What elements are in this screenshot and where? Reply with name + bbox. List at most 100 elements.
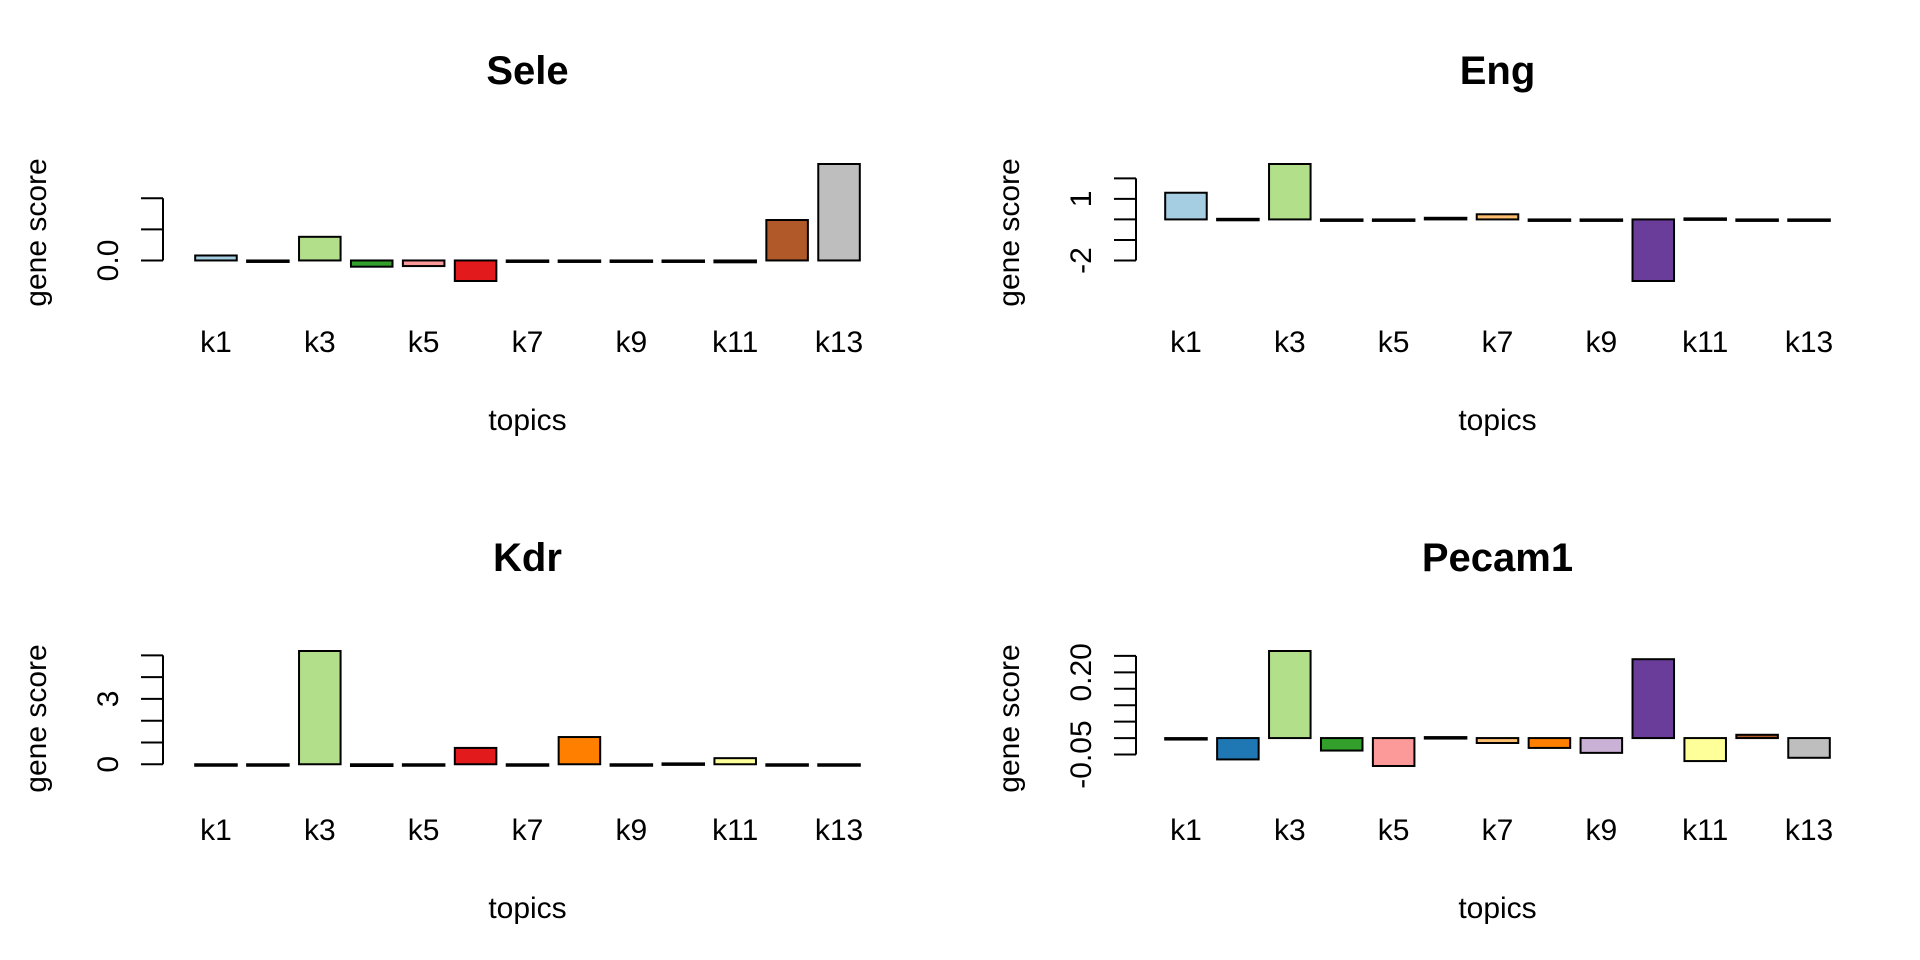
- y-axis-label: gene score: [20, 644, 53, 792]
- panel-kdr: Kdr gene score topics 0 3 k1 k3 k5 k7 k9 k11 k13: [20, 536, 863, 925]
- y-tick-label: 1: [1065, 191, 1098, 208]
- x-axis-label: topics: [488, 892, 566, 925]
- x-tick-label: k7: [1482, 814, 1514, 847]
- panel-eng: Eng gene score topics -2 1 k1 k3 k5 k7 k9 k11 k13: [993, 49, 1833, 437]
- x-axis-label: topics: [1458, 404, 1536, 437]
- bar-k8: [557, 736, 602, 766]
- x-tick-label: k13: [1785, 326, 1833, 359]
- x-tick-label: k1: [200, 326, 232, 359]
- x-tick-label: k5: [408, 326, 440, 359]
- bar-k6: [1423, 216, 1468, 221]
- bar-k2: [1216, 737, 1260, 761]
- bar-k7: [505, 763, 550, 767]
- bar-k13: [817, 763, 861, 767]
- bar-k13: [1787, 218, 1831, 222]
- bar-k7: [1475, 213, 1520, 221]
- x-tick-label: k11: [712, 326, 758, 359]
- x-tick-label: k11: [712, 814, 758, 847]
- bar-k12: [765, 763, 809, 767]
- bar-k6: [453, 259, 498, 283]
- x-axis-label: topics: [488, 404, 566, 437]
- bar-k10: [661, 259, 706, 263]
- y-tick-label: 3: [92, 691, 125, 708]
- bar-k8: [1527, 737, 1572, 749]
- bar-k10: [661, 762, 706, 766]
- bar-k8: [1527, 218, 1572, 222]
- bar-k5: [1371, 218, 1416, 222]
- bar-k3: [1268, 650, 1312, 740]
- bar-k11: [713, 757, 757, 766]
- bar-k5: [1371, 737, 1416, 767]
- bar-k1: [1164, 737, 1208, 741]
- bar-k9: [609, 763, 654, 767]
- chart-title: Eng: [1460, 49, 1536, 93]
- bar-k1: [194, 763, 238, 767]
- bar-k7: [505, 259, 550, 263]
- panel-pecam1: Pecam1 gene score topics -0.05 0.20 k1 k3 k5 k7 k…: [993, 536, 1833, 925]
- bar-k8: [557, 259, 602, 263]
- bar-k6: [453, 746, 498, 766]
- x-tick-label: k13: [815, 814, 863, 847]
- bar-k9: [1579, 737, 1624, 754]
- x-tick-label: k3: [304, 326, 336, 359]
- x-tick-label: k9: [616, 814, 648, 847]
- bar-k13: [1787, 737, 1831, 759]
- bar-k5: [401, 763, 446, 767]
- bar-k3: [298, 235, 342, 262]
- y-tick-label: 0: [92, 756, 125, 773]
- x-tick-label: k3: [1274, 814, 1306, 847]
- bar-k3: [298, 650, 342, 766]
- bar-k2: [1216, 217, 1260, 222]
- chart-title: Pecam1: [1422, 536, 1573, 580]
- y-tick-label: 0.0: [92, 240, 125, 282]
- bar-k7: [1475, 737, 1520, 744]
- bar-k4: [1319, 218, 1364, 222]
- bar-k12: [1735, 218, 1779, 222]
- chart-title: Kdr: [493, 536, 562, 580]
- bar-k13: [817, 163, 861, 262]
- bar-k10: [1631, 218, 1676, 282]
- x-tick-label: k1: [1170, 326, 1202, 359]
- x-tick-label: k1: [1170, 814, 1202, 847]
- x-tick-label: k9: [1586, 326, 1618, 359]
- chart-title: Sele: [486, 49, 568, 93]
- bar-k4: [1319, 737, 1364, 752]
- x-tick-label: k3: [1274, 326, 1306, 359]
- bar-k11: [713, 259, 757, 264]
- bar-k11: [1683, 217, 1727, 221]
- bar-k5: [401, 259, 446, 268]
- bar-k9: [609, 259, 654, 263]
- x-tick-label: k3: [304, 814, 336, 847]
- x-tick-label: k7: [1482, 326, 1514, 359]
- y-tick-label: 0.20: [1065, 643, 1098, 701]
- bar-k11: [1683, 737, 1727, 763]
- panel-sele: Sele gene score topics 0.0 k1 k3 k5 k7 k9 k11 k13: [20, 49, 863, 437]
- x-tick-label: k9: [1586, 814, 1618, 847]
- x-tick-label: k5: [1378, 326, 1410, 359]
- x-tick-label: k9: [616, 326, 648, 359]
- bar-k2: [246, 259, 290, 263]
- x-tick-label: k5: [408, 814, 440, 847]
- bar-k9: [1579, 218, 1624, 222]
- bar-k10: [1631, 658, 1676, 740]
- y-axis-label: gene score: [993, 644, 1026, 792]
- bar-k1: [1164, 191, 1208, 221]
- bar-k12: [1735, 733, 1779, 740]
- y-tick-label: -2: [1065, 247, 1098, 274]
- x-tick-label: k11: [1682, 814, 1728, 847]
- bar-k1: [194, 254, 238, 262]
- x-tick-label: k13: [1785, 814, 1833, 847]
- x-tick-label: k7: [512, 326, 544, 359]
- x-tick-label: k1: [200, 814, 232, 847]
- x-tick-label: k11: [1682, 326, 1728, 359]
- x-tick-label: k13: [815, 326, 863, 359]
- y-axis-label: gene score: [993, 158, 1026, 306]
- x-tick-label: k5: [1378, 814, 1410, 847]
- y-tick-label: -0.05: [1065, 720, 1098, 788]
- x-tick-label: k7: [512, 814, 544, 847]
- x-axis-label: topics: [1458, 892, 1536, 925]
- y-axis-label: gene score: [20, 158, 53, 306]
- bar-k4: [349, 259, 394, 268]
- bar-k4: [349, 763, 394, 767]
